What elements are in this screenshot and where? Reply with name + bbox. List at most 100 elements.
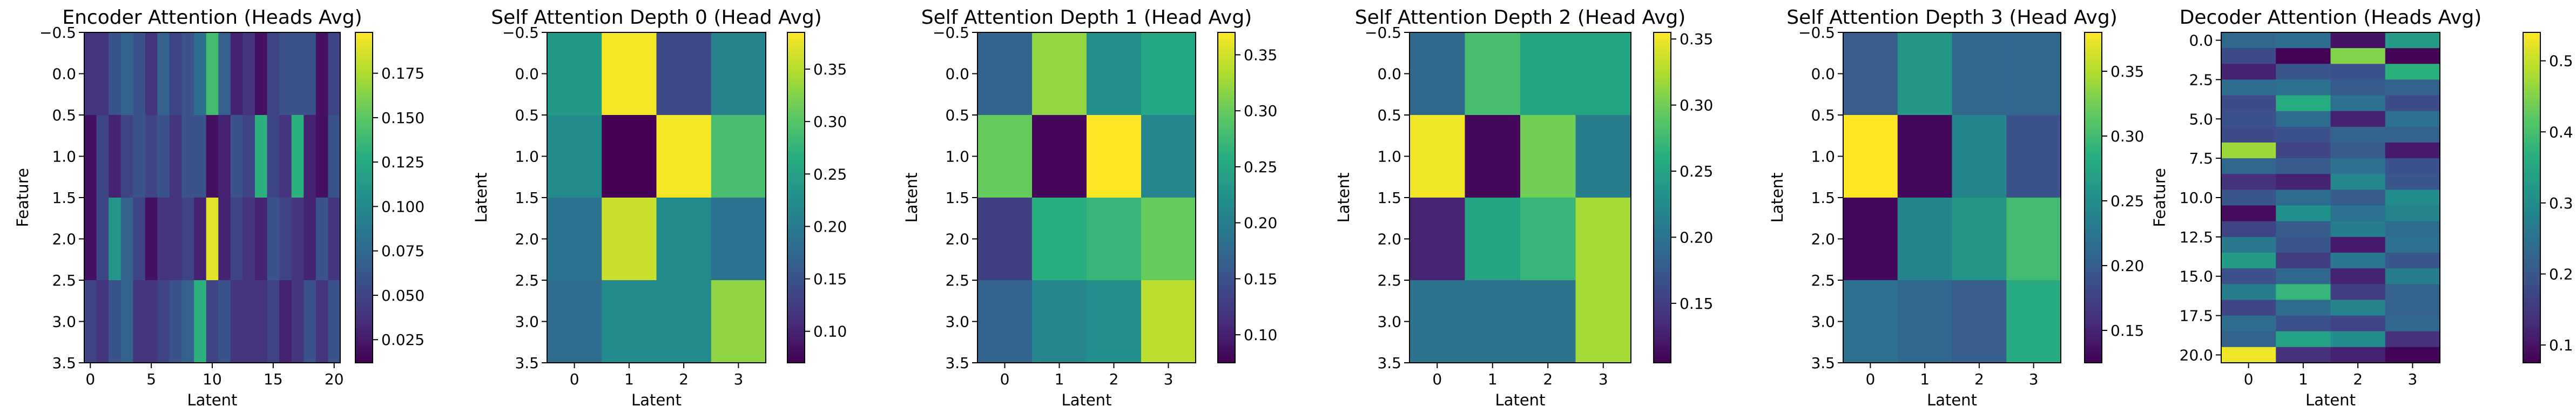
heatmap-cell-r3-c3 (1575, 280, 1631, 363)
colorbar-tick-label: 0.100 (381, 198, 424, 215)
heatmap-cell-r0-c1 (96, 32, 109, 116)
colorbar-tick-label: 0.4 (2549, 123, 2573, 141)
heatmap-cell-r5-c3 (2385, 111, 2440, 127)
heatmap-cell-r3-c1 (1032, 280, 1087, 363)
heatmap-cell-r3-c3 (2006, 280, 2061, 363)
heatmap-cell-r18-c1 (2276, 315, 2331, 332)
y-tick-label: 3.5 (945, 354, 969, 372)
heatmap-cell-r1-c2 (1520, 115, 1576, 198)
heatmap-cell-r0-c8 (181, 32, 194, 116)
y-tick-label: 1.0 (1377, 148, 1401, 166)
heatmap-cell-r8-c0 (2221, 158, 2276, 174)
x-tick-label: 3 (733, 370, 743, 388)
y-tick-label: 10.0 (2180, 189, 2213, 207)
y-tick-label: 1.0 (52, 148, 76, 166)
heatmap-cell-r10-c1 (2276, 189, 2331, 206)
heatmap-cell-r0-c16 (279, 32, 292, 116)
x-tick-label: 3 (1599, 370, 1608, 388)
heatmap-cell-r3-c3 (120, 280, 133, 363)
heatmap-cell-r8-c2 (2330, 158, 2386, 174)
colorbar-tick-label: 0.20 (1244, 214, 1277, 232)
x-axis-label: Latent (1927, 391, 1977, 409)
colorbar-tick-label: 0.35 (1680, 30, 1713, 48)
heatmap-cell-r16-c0 (2221, 284, 2276, 301)
heatmap-cell-r2-c0 (2221, 64, 2276, 80)
heatmap-cell-r1-c3 (120, 115, 133, 198)
heatmap-cell-r3-c12 (230, 280, 244, 363)
heatmap-cell-r2-c1 (1897, 198, 1953, 281)
heatmap-cell-r9-c0 (2221, 174, 2276, 191)
heatmap-cell-r2-c0 (84, 198, 97, 281)
heatmap-cell-r20-c3 (2385, 347, 2440, 363)
heatmap-cell-r1-c3 (1141, 115, 1196, 198)
x-axis-label: Latent (187, 391, 238, 409)
heatmap-cell-r12-c3 (2385, 221, 2440, 238)
heatmap-cell-r12-c1 (2276, 221, 2331, 238)
colorbar-tick-label: 0.30 (813, 113, 847, 131)
y-tick-label: 1.5 (52, 189, 76, 207)
y-tick-label: 5.0 (2189, 110, 2213, 128)
x-tick-label: 1 (624, 370, 634, 388)
heatmap-cell-r0-c3 (2385, 32, 2440, 49)
heatmap-cell-r3-c18 (304, 280, 316, 363)
heatmap-cell-r0-c3 (1575, 32, 1631, 116)
x-tick-label: 0 (1865, 370, 1875, 388)
colorbar-tick-label: 0.30 (1680, 97, 1713, 114)
heatmap-cell-r2-c0 (977, 198, 1033, 281)
heatmap-cell-r3-c1 (1465, 280, 1521, 363)
y-tick-label: 0.0 (515, 65, 539, 83)
heatmap-panel-3: Self Attention Depth 2 (Head Avg) 0 1 2 3 −0.… (1334, 6, 1713, 409)
heatmap-cell-r3-c11 (218, 280, 231, 363)
x-tick-label: 1 (2298, 370, 2308, 388)
heatmap-cell-r1-c19 (315, 115, 329, 198)
y-tick-label: 1.0 (1811, 148, 1835, 166)
heatmap-cell-r1-c2 (656, 115, 712, 198)
heatmap-cell-r0-c3 (2006, 32, 2061, 116)
heatmap-cell-r9-c3 (2385, 174, 2440, 191)
y-axis-label: Latent (1334, 173, 1353, 223)
heatmap-cell-r2-c2 (656, 198, 712, 281)
heatmap-cell-r19-c2 (2330, 331, 2386, 348)
heatmap-cell-r14-c1 (2276, 253, 2331, 269)
heatmap-cell-r3-c0 (1410, 280, 1466, 363)
heatmap-cell-r0-c4 (133, 32, 146, 116)
y-axis-label: Latent (902, 173, 921, 223)
colorbar-tick-label: 0.050 (381, 287, 424, 304)
heatmap-cell-r2-c8 (181, 198, 194, 281)
heatmap-cell-r12-c0 (2221, 221, 2276, 238)
heatmap-cell-r0-c19 (315, 32, 329, 116)
x-tick-label: 1 (1055, 370, 1064, 388)
heatmap-cell-r9-c1 (2276, 174, 2331, 191)
y-tick-label: 15.0 (2180, 268, 2213, 286)
heatmap-cell-r2-c15 (267, 198, 280, 281)
heatmap-cell-r0-c11 (218, 32, 231, 116)
colorbar (2084, 32, 2102, 363)
heatmap-cell-r2-c0 (1410, 198, 1466, 281)
heatmap-cell-r0-c10 (206, 32, 219, 116)
heatmap-cell-r3-c6 (157, 280, 170, 363)
colorbar-tick-label: 0.15 (813, 270, 847, 288)
heatmap-cell-r1-c4 (133, 115, 146, 198)
y-tick-label: 2.0 (945, 231, 969, 248)
heatmap-cell-r1-c1 (1032, 115, 1087, 198)
heatmap-cell-r13-c3 (2385, 236, 2440, 253)
colorbar-tick-label: 0.25 (1244, 158, 1277, 176)
heatmap-cell-r15-c0 (2221, 268, 2276, 284)
heatmap-cell-r0-c0 (977, 32, 1033, 116)
heatmap-cell-r1-c3 (1575, 115, 1631, 198)
heatmap-cell-r0-c3 (1141, 32, 1196, 116)
y-tick-label: 2.0 (515, 231, 539, 248)
x-axis-label: Latent (631, 391, 682, 409)
colorbar-tick-label: 0.15 (1680, 295, 1713, 313)
heatmap-cell-r1-c14 (255, 115, 268, 198)
heatmap-cell-r3-c7 (170, 280, 183, 363)
colorbar-tick-label: 0.20 (1680, 228, 1713, 246)
y-tick-label: 1.5 (1377, 189, 1401, 207)
heatmap-cell-r1-c12 (230, 115, 244, 198)
heatmap-cell-r9-c2 (2330, 174, 2386, 191)
heatmap-cell-r2-c1 (2276, 64, 2331, 80)
heatmap-cell-r3-c10 (206, 280, 219, 363)
heatmap-cell-r3-c2 (1087, 280, 1142, 363)
heatmap-cell-r2-c1 (1465, 198, 1521, 281)
heatmap-cell-r3-c15 (267, 280, 280, 363)
